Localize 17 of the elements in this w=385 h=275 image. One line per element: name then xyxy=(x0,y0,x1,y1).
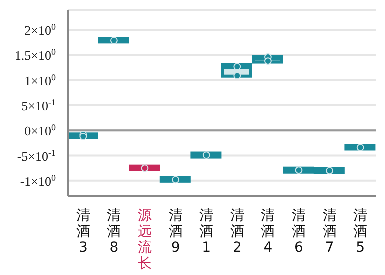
x-tick-label: 清酒9 xyxy=(168,208,183,256)
x-tick-label: 清酒6 xyxy=(292,208,306,256)
x-tick-label: 清酒8 xyxy=(107,208,122,256)
y-tick-label: 1.5×10$^{0}$ xyxy=(14,47,56,64)
x-tick-label: 清酒3 xyxy=(76,208,90,256)
y-tick-label: 2×10$^{0}$ xyxy=(24,22,56,38)
x-tick-label: 清酒2 xyxy=(230,208,244,256)
y-tick-label: 5×10$^{-1}$ xyxy=(22,98,56,114)
x-tick-label: 清酒5 xyxy=(354,208,368,256)
y-tick-label: 0×10$^{0}$ xyxy=(24,122,56,139)
y-tick-label: -1×10$^{0}$ xyxy=(20,172,56,189)
y-tick-label: 1×10$^{0}$ xyxy=(24,72,56,88)
x-tick-label: 清酒1 xyxy=(200,208,214,256)
x-tick-label: 清酒7 xyxy=(322,208,337,256)
x-tick-label: 源远流长 xyxy=(138,208,152,272)
x-tick-label: 清酒4 xyxy=(261,208,276,256)
y-tick-label: -5×10$^{-1}$ xyxy=(17,148,56,164)
